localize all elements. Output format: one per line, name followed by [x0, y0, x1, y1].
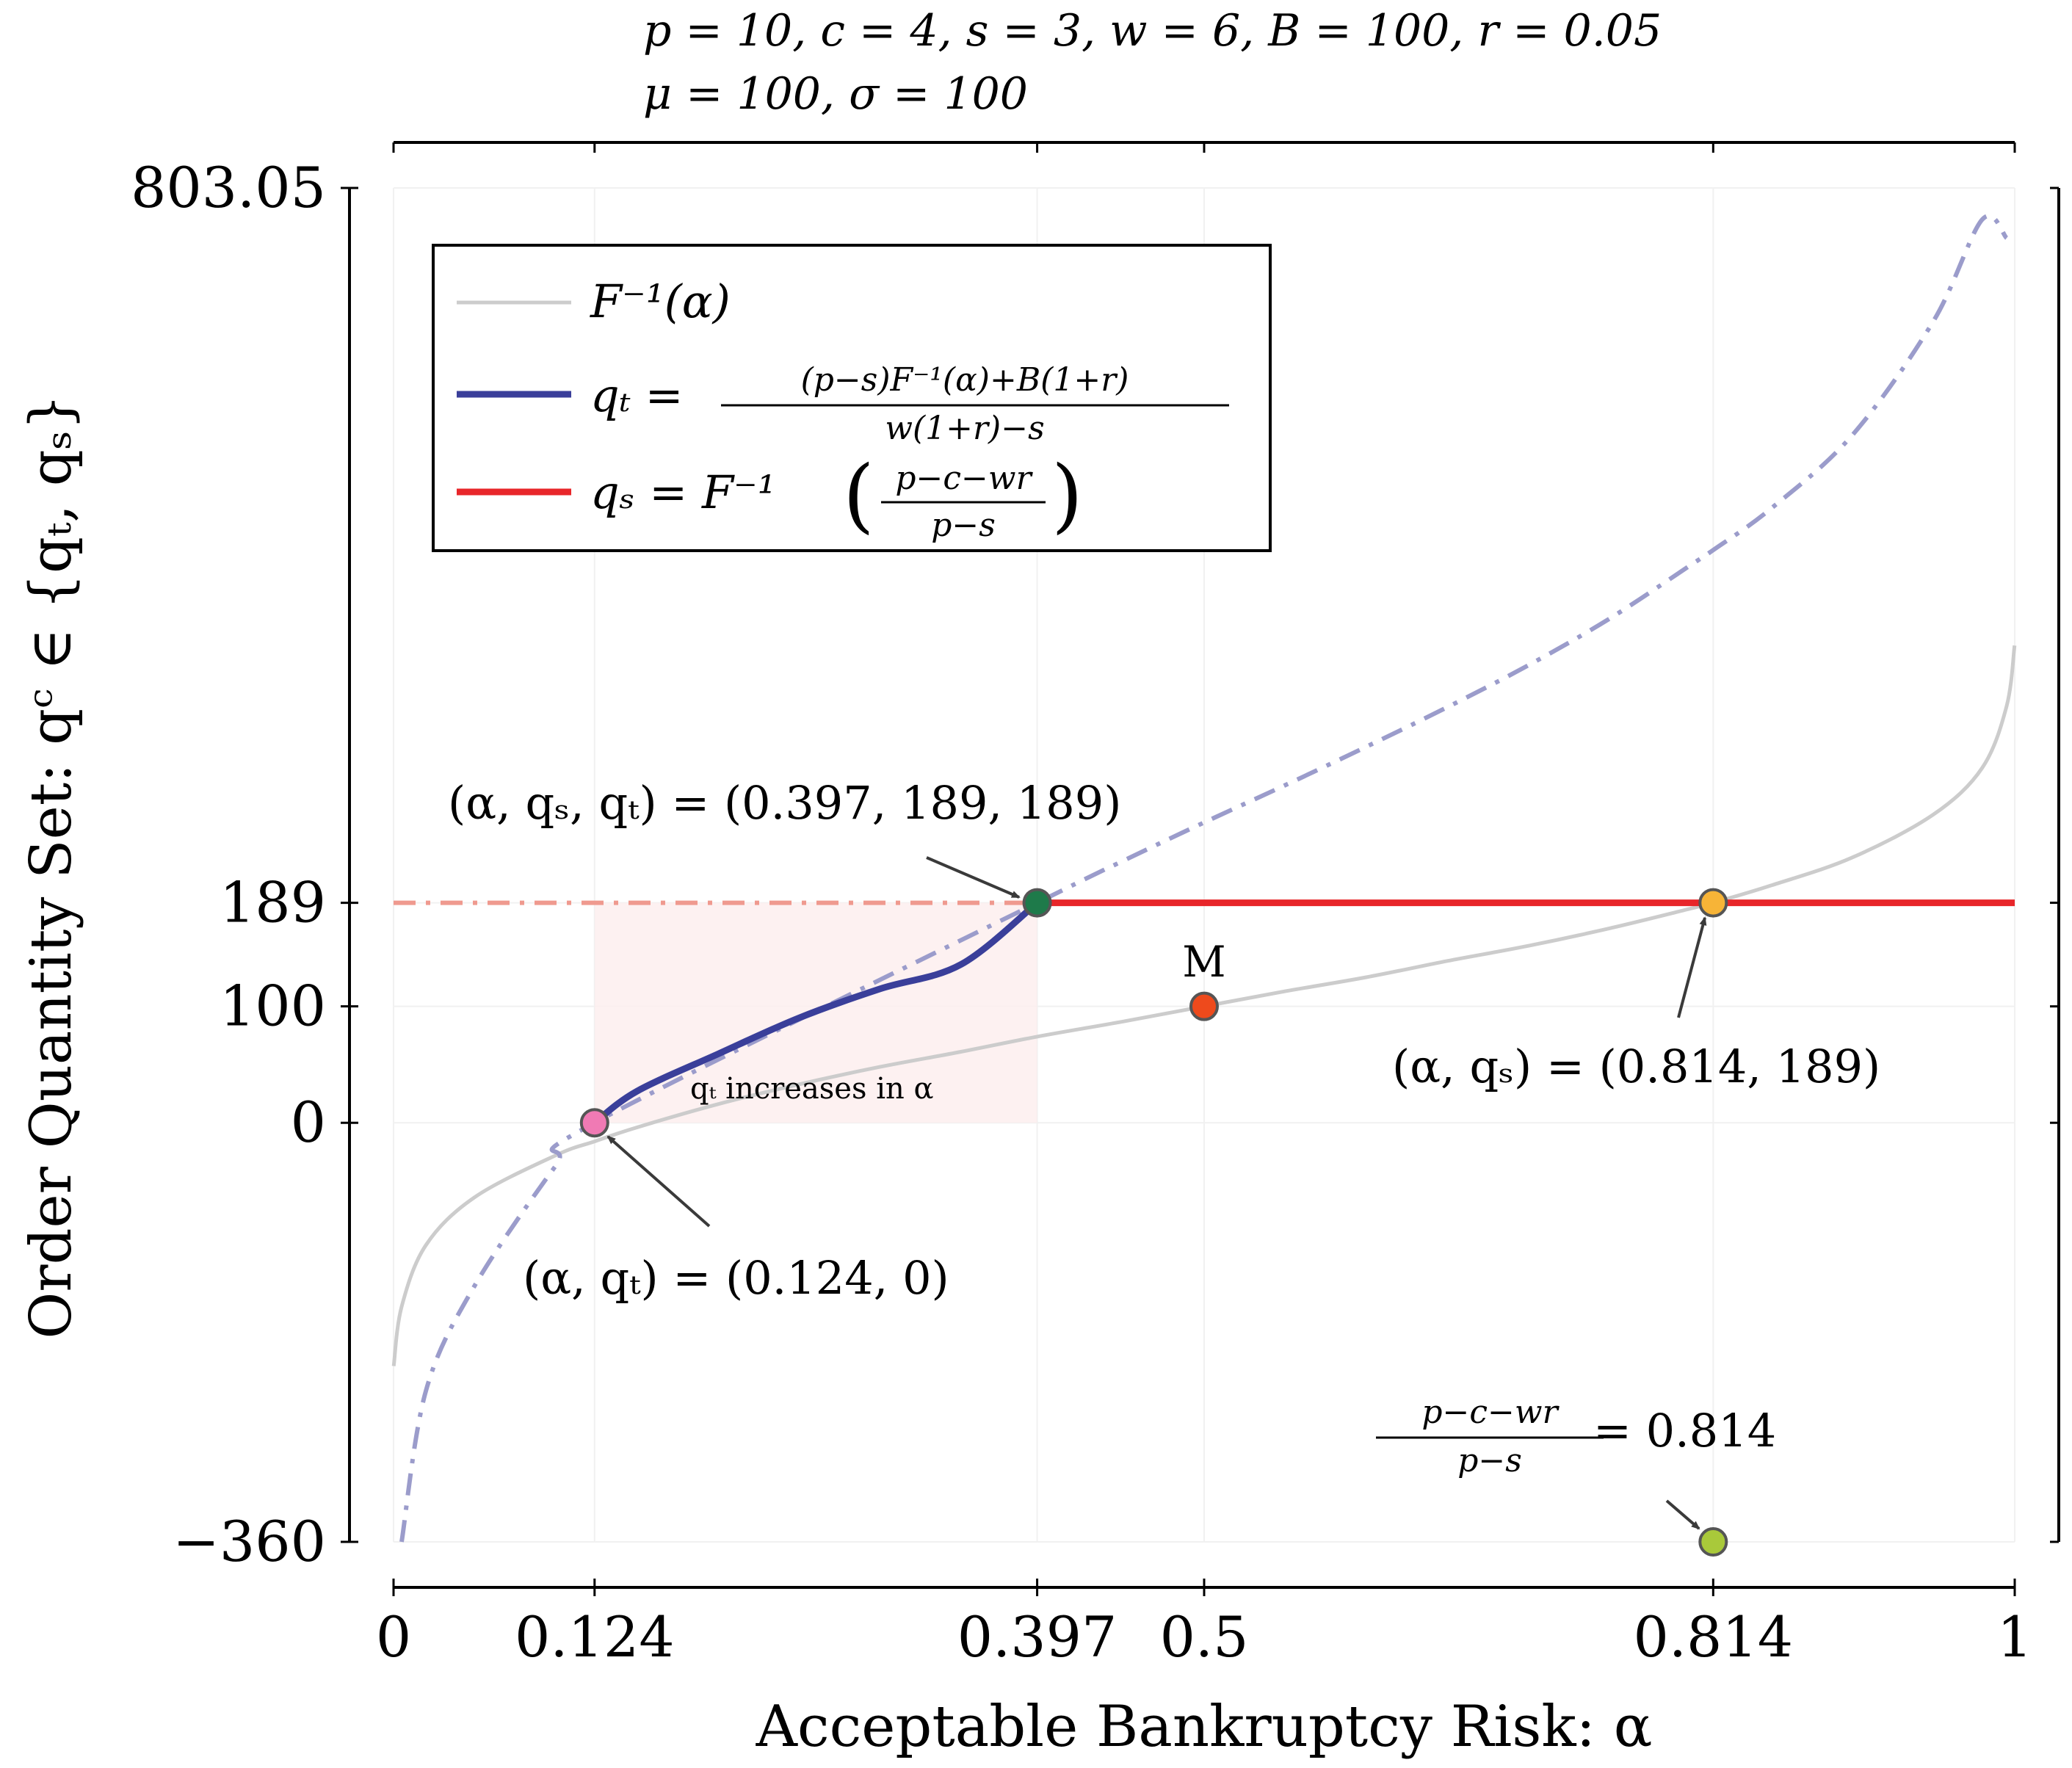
annotation-critical-num: p−c−wr	[1421, 1394, 1560, 1431]
legend-label-qt-lhs: qₜ =	[590, 369, 684, 422]
annotation-intersection: (α, qₛ, qₜ) = (0.397, 189, 189)	[448, 776, 1121, 830]
points-layer	[579, 888, 1728, 1557]
x-axis-label: Acceptable Bankruptcy Risk: α	[756, 1694, 1653, 1760]
annotation-qs-point: (α, qₛ) = (0.814, 189)	[1392, 1040, 1880, 1093]
point-critical-ratio	[1698, 1527, 1728, 1557]
y-tick-label: 100	[220, 974, 326, 1039]
annotation-critical-den: p−s	[1457, 1442, 1522, 1479]
y-axis-label: Order Quantity Set: qᶜ ∈ {qₜ, qₛ}	[18, 394, 84, 1338]
series-qt-feasible	[593, 900, 1040, 1126]
arrow-qs-point	[1677, 916, 1707, 1018]
arrow-qt-zero	[606, 1135, 711, 1228]
x-tick-label: 0.124	[515, 1604, 675, 1670]
legend-label-qt-num: (p−s)F⁻¹(α)+B(1+r)	[801, 361, 1129, 399]
annotation-shaded-region: qₜ increases in α	[690, 1072, 934, 1106]
x-tick-label: 1	[1997, 1604, 2032, 1670]
chart-title-line-1: p = 10, c = 4, s = 3, w = 6, B = 100, r …	[643, 5, 1662, 57]
point-qs-point	[1698, 888, 1728, 918]
legend-qs-paren-right: )	[1051, 448, 1083, 542]
legend-label-qt-den: w(1+r)−s	[885, 410, 1044, 447]
x-tick-label: 0.5	[1160, 1604, 1249, 1670]
series-qt-extension	[399, 214, 2009, 1543]
point-qt-zero	[579, 1108, 609, 1138]
legend: F⁻¹(α) qₜ = (p−s)F⁻¹(α)+B(1+r) w(1+r)−s …	[432, 244, 1272, 552]
chart-title-line-2: μ = 100, σ = 100	[643, 68, 1028, 120]
legend-label-qs-den: p−s	[931, 507, 996, 544]
point-intersection	[1022, 888, 1052, 918]
point-median	[1189, 991, 1219, 1021]
annotation-critical-rhs: = 0.814	[1593, 1404, 1776, 1457]
legend-label-qs-num: p−c−wr	[895, 460, 1033, 497]
legend-box	[432, 244, 1272, 552]
axis-ticks: 0 0.124 0.397 0.5 0.814 1 −360 0 100 189 803.05	[131, 142, 2059, 1670]
legend-label-inverse-cdf: F⁻¹(α)	[590, 275, 731, 328]
annotation-qt-zero: (α, qₜ) = (0.124, 0)	[523, 1251, 949, 1305]
x-tick-label: 0.397	[957, 1604, 1117, 1670]
legend-label-qs-lhs: qₛ = F⁻¹	[590, 465, 776, 519]
arrow-intersection	[926, 856, 1021, 899]
annotation-median: M	[1182, 937, 1225, 987]
y-tick-label: 189	[220, 870, 326, 935]
x-tick-label: 0	[376, 1604, 411, 1670]
arrow-critical	[1665, 1499, 1700, 1530]
y-tick-label: 803.05	[131, 155, 326, 220]
legend-qs-paren-left: (	[843, 448, 874, 542]
y-tick-label: 0	[291, 1090, 326, 1155]
y-tick-label: −360	[173, 1509, 326, 1574]
x-tick-label: 0.814	[1634, 1604, 1794, 1670]
